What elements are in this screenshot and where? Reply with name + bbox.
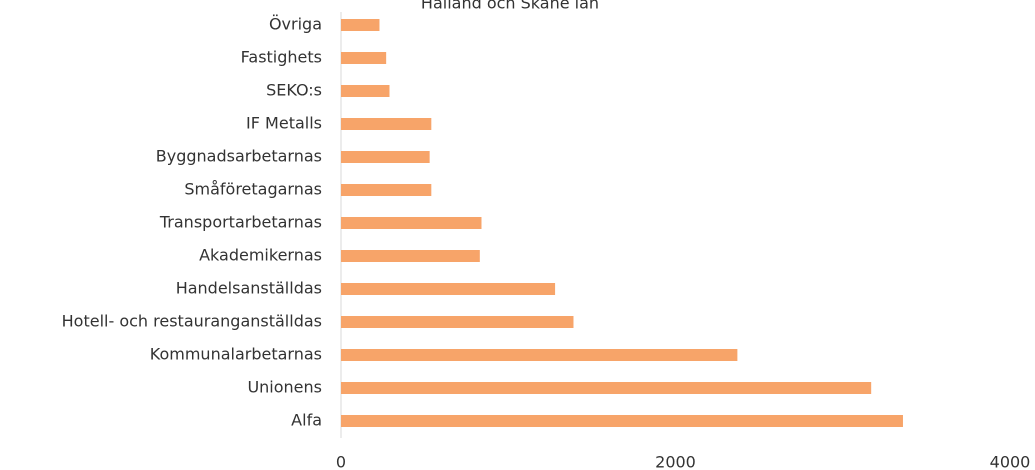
x-tick-label: 2000 <box>655 453 696 470</box>
bar <box>341 217 482 229</box>
y-tick-label: Unionens <box>247 378 322 397</box>
bar <box>341 283 556 295</box>
y-tick-label: Övriga <box>269 15 322 34</box>
bar <box>341 52 387 64</box>
y-tick-label: SEKO:s <box>266 81 322 100</box>
y-tick-label: Byggnadsarbetarnas <box>156 147 322 166</box>
bar <box>341 118 432 130</box>
chart-title: Halland och Skåne län <box>421 0 599 13</box>
bar <box>341 415 903 427</box>
bar <box>341 184 432 196</box>
bar <box>341 19 380 31</box>
y-tick-label: Småföretagarnas <box>184 180 322 199</box>
y-tick-label: Transportarbetarnas <box>159 213 322 232</box>
y-tick-label: Hotell- och restauranganställdas <box>62 312 322 331</box>
y-tick-label: Handelsanställdas <box>176 279 322 298</box>
bar <box>341 85 390 97</box>
bar <box>341 151 430 163</box>
bar <box>341 349 738 361</box>
x-tick-label: 0 <box>336 453 346 470</box>
bar <box>341 382 872 394</box>
y-tick-label: Fastighets <box>241 48 322 67</box>
bar <box>341 250 480 262</box>
bar <box>341 316 574 328</box>
y-tick-label: Kommunalarbetarnas <box>150 345 322 364</box>
x-tick-label: 4000 <box>990 453 1031 470</box>
y-tick-label: IF Metalls <box>246 114 322 133</box>
y-tick-label: Alfa <box>291 411 322 430</box>
y-tick-label: Akademikernas <box>199 246 322 265</box>
